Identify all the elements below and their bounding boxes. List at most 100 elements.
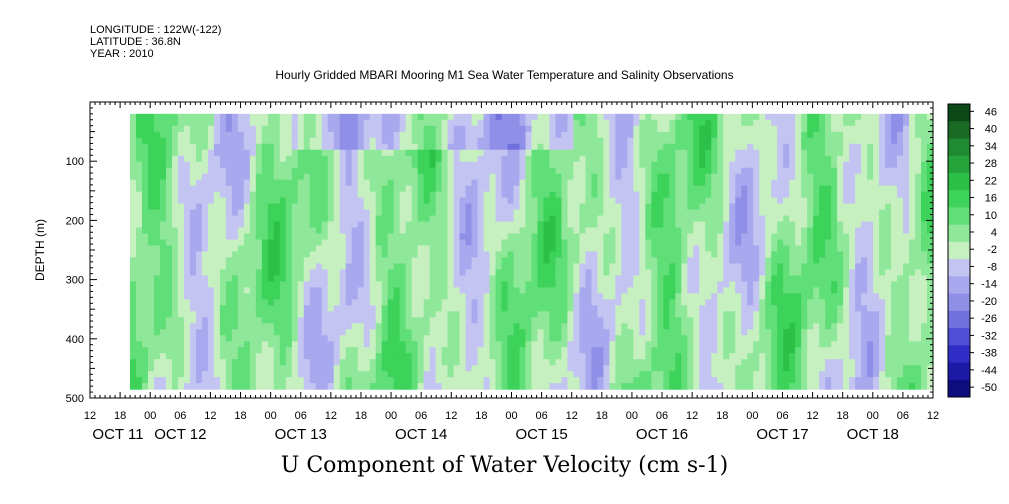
heatmap-cell	[369, 215, 377, 223]
heatmap-cell	[435, 131, 443, 139]
heatmap-cell	[651, 113, 658, 121]
heatmap-cell	[465, 131, 473, 139]
heatmap-cell	[321, 161, 329, 169]
heatmap-cell	[225, 227, 233, 235]
heatmap-cell	[459, 227, 467, 235]
heatmap-cell	[243, 209, 251, 217]
heatmap-cell	[225, 197, 233, 205]
heatmap-cell	[183, 125, 191, 133]
heatmap-cell	[483, 119, 491, 127]
heatmap-cell	[423, 383, 431, 390]
heatmap-cell	[333, 377, 341, 384]
heatmap-cell	[405, 311, 413, 318]
heatmap-cell	[339, 335, 347, 342]
heatmap-cell	[321, 365, 329, 372]
heatmap-cell	[597, 167, 605, 175]
heatmap-cell	[141, 329, 149, 336]
heatmap-cell	[405, 125, 413, 133]
heatmap-cell	[495, 119, 503, 127]
heatmap-cell	[735, 275, 742, 282]
heatmap-cell	[621, 287, 628, 294]
heatmap-cell	[303, 239, 311, 247]
heatmap-cell	[279, 239, 287, 247]
heatmap-cell	[339, 287, 347, 294]
heatmap-cell	[369, 233, 377, 241]
heatmap-cell	[513, 275, 521, 282]
heatmap-cell	[597, 335, 605, 342]
heatmap-cell	[279, 305, 287, 312]
heatmap-cell	[141, 281, 149, 288]
heatmap-cell	[489, 317, 497, 324]
heatmap-cell	[711, 149, 718, 157]
heatmap-cell	[753, 113, 760, 121]
heatmap-cell	[387, 293, 395, 300]
heatmap-cell	[573, 125, 581, 133]
heatmap-cell	[237, 251, 245, 259]
heatmap-cell	[759, 329, 766, 336]
heatmap-cell	[705, 371, 712, 378]
heatmap-cell	[417, 155, 425, 163]
heatmap-cell	[525, 221, 533, 229]
heatmap-cell	[369, 119, 377, 127]
heatmap-cell	[393, 209, 401, 217]
heatmap-cell	[177, 167, 185, 175]
heatmap-cell	[465, 287, 473, 294]
heatmap-cell	[183, 119, 191, 127]
heatmap-cell	[627, 185, 634, 193]
heatmap-cell	[639, 215, 646, 223]
heatmap-cell	[675, 203, 682, 211]
heatmap-cell	[309, 125, 317, 133]
heatmap-cell	[363, 245, 371, 253]
heatmap-cell	[489, 371, 497, 378]
heatmap-cell	[585, 335, 593, 342]
heatmap-cell	[741, 221, 748, 229]
heatmap-cell	[399, 167, 407, 175]
heatmap-cell	[315, 209, 323, 217]
heatmap-cell	[495, 197, 503, 205]
heatmap-cell	[345, 287, 353, 294]
heatmap-cell	[339, 137, 347, 145]
heatmap-cell	[213, 221, 221, 229]
heatmap-cell	[495, 149, 503, 157]
heatmap-cell	[471, 197, 479, 205]
heatmap-cell	[597, 359, 605, 366]
heatmap-cell	[453, 317, 461, 324]
heatmap-cell	[657, 359, 664, 366]
heatmap-cell	[261, 209, 269, 217]
heatmap-cell	[183, 179, 191, 187]
heatmap-cell	[327, 119, 335, 127]
heatmap-cell	[417, 377, 425, 384]
heatmap-cell	[201, 167, 209, 175]
heatmap-cell	[555, 299, 563, 306]
heatmap-cell	[747, 347, 754, 354]
heatmap-cell	[327, 335, 335, 342]
heatmap-cell	[429, 329, 437, 336]
heatmap-cell	[183, 299, 191, 306]
heatmap-cell	[231, 269, 239, 277]
heatmap-cell	[579, 197, 587, 205]
heatmap-cell	[447, 233, 455, 241]
heatmap-cell	[429, 341, 437, 348]
heatmap-cell	[435, 113, 443, 121]
heatmap-cell	[177, 359, 185, 366]
heatmap-cell	[171, 275, 179, 282]
heatmap-cell	[519, 131, 527, 139]
heatmap-cell	[273, 269, 281, 277]
heatmap-cell	[477, 149, 485, 157]
heatmap-cell	[363, 305, 371, 312]
heatmap-cell	[225, 311, 233, 318]
heatmap-cell	[453, 341, 461, 348]
heatmap-cell	[549, 323, 557, 330]
heatmap-cell	[189, 353, 197, 360]
heatmap-cell	[225, 131, 233, 139]
heatmap-cell	[465, 311, 473, 318]
heatmap-cell	[765, 347, 772, 354]
heatmap-cell	[615, 269, 622, 277]
heatmap-cell	[267, 203, 275, 211]
heatmap-cell	[717, 281, 724, 288]
heatmap-cell	[465, 161, 473, 169]
heatmap-cell	[201, 275, 209, 282]
heatmap-cell	[165, 233, 173, 241]
heatmap-cell	[627, 287, 634, 294]
heatmap-cell	[567, 347, 575, 354]
